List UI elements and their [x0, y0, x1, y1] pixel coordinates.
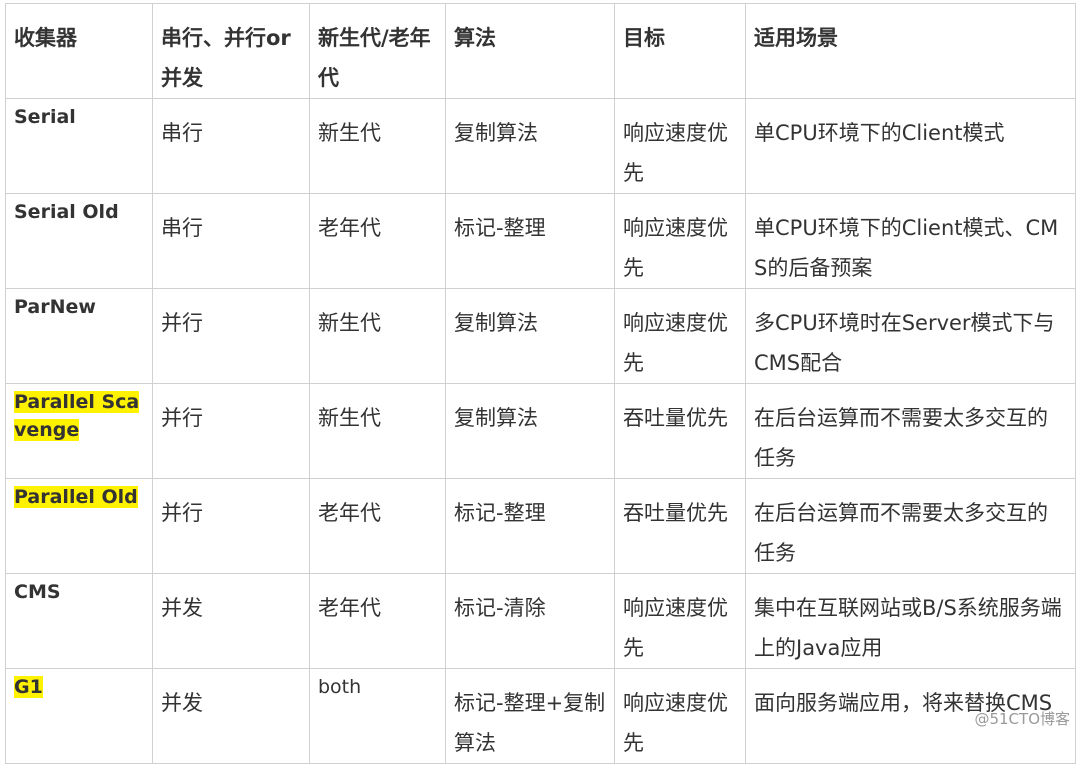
table-cell: 老年代	[309, 573, 446, 669]
table-row: Serial Old 串行 老年代 标记-整理 响应速度优先 单CPU环境下的Client…	[5, 193, 1076, 289]
table-cell: 响应速度优先	[614, 193, 746, 289]
collector-cell: Parallel Old	[5, 478, 153, 574]
collector-name: Serial	[14, 106, 76, 128]
table-cell: 复制算法	[445, 288, 615, 384]
collector-name: Serial Old	[14, 201, 119, 223]
collector-name: ParNew	[14, 296, 96, 318]
table-cell: 多CPU环境时在Server模式下与CMS配合	[745, 288, 1076, 384]
table-cell: 串行	[152, 98, 310, 194]
table-cell: 复制算法	[445, 98, 615, 194]
collector-cell: ParNew	[5, 288, 153, 384]
table-cell: 吞吐量优先	[614, 478, 746, 574]
table-cell: 复制算法	[445, 383, 615, 479]
table-cell: 吞吐量优先	[614, 383, 746, 479]
table-row: ParNew 并行 新生代 复制算法 响应速度优先 多CPU环境时在Server模式下与C…	[5, 288, 1076, 384]
table-row: G1 并发 both 标记-整理+复制算法 响应速度优先 面向服务端应用，将来替换CMS	[5, 668, 1076, 764]
table-cell: 响应速度优先	[614, 573, 746, 669]
collector-name: Parallel Old	[14, 486, 138, 508]
header-cell: 收集器	[5, 3, 153, 99]
collector-cell: Serial Old	[5, 193, 153, 289]
table-row: Parallel Scavenge 并行 新生代 复制算法 吞吐量优先 在后台运算而不需要…	[5, 383, 1076, 479]
table-cell: both	[309, 668, 446, 764]
table-cell: 新生代	[309, 383, 446, 479]
table-cell: 集中在互联网站或B/S系统服务端上的Java应用	[745, 573, 1076, 669]
header-cell: 串行、并行or并发	[152, 3, 310, 99]
header-cell: 适用场景	[745, 3, 1076, 99]
table-cell: 新生代	[309, 288, 446, 384]
table-cell: 响应速度优先	[614, 98, 746, 194]
table-cell: 标记-整理	[445, 478, 615, 574]
table-cell: 并行	[152, 383, 310, 479]
table-body: Serial 串行 新生代 复制算法 响应速度优先 单CPU环境下的Client模式 Ser…	[5, 98, 1076, 764]
collector-cell: CMS	[5, 573, 153, 669]
table-cell: 老年代	[309, 478, 446, 574]
header-row: 收集器 串行、并行or并发 新生代/老年代 算法 目标 适用场景	[5, 3, 1076, 99]
table-cell: 响应速度优先	[614, 668, 746, 764]
table-cell: 标记-整理+复制算法	[445, 668, 615, 764]
table-cell: 标记-整理	[445, 193, 615, 289]
table-cell: 老年代	[309, 193, 446, 289]
table-cell: 并发	[152, 668, 310, 764]
table-cell: 响应速度优先	[614, 288, 746, 384]
collector-name: CMS	[14, 581, 61, 603]
header-cell: 算法	[445, 3, 615, 99]
collector-cell: G1	[5, 668, 153, 764]
table-cell: 串行	[152, 193, 310, 289]
table-cell: 标记-清除	[445, 573, 615, 669]
watermark: @51CTO博客	[974, 710, 1070, 728]
table-cell: 并发	[152, 573, 310, 669]
table-cell: 单CPU环境下的Client模式、CMS的后备预案	[745, 193, 1076, 289]
table-cell: 并行	[152, 288, 310, 384]
table-cell: 新生代	[309, 98, 446, 194]
table-row: Serial 串行 新生代 复制算法 响应速度优先 单CPU环境下的Client模式	[5, 98, 1076, 194]
header-cell: 目标	[614, 3, 746, 99]
table-cell: 单CPU环境下的Client模式	[745, 98, 1076, 194]
collector-cell: Serial	[5, 98, 153, 194]
page-body: {"table": { "header": ["收集器", "串行、并行or并发…	[5, 3, 1076, 764]
table-row: Parallel Old 并行 老年代 标记-整理 吞吐量优先 在后台运算而不需要太多交互…	[5, 478, 1076, 574]
collector-cell: Parallel Scavenge	[5, 383, 153, 479]
page: html, body { margin: 0; padding: 0; back…	[5, 3, 1076, 764]
table-row: CMS 并发 老年代 标记-清除 响应速度优先 集中在互联网站或B/S系统服务端上的Jav…	[5, 573, 1076, 669]
table-cell: 在后台运算而不需要太多交互的任务	[745, 478, 1076, 574]
header-cell: 新生代/老年代	[309, 3, 446, 99]
collector-name: G1	[14, 676, 43, 698]
collector-table: 收集器 串行、并行or并发 新生代/老年代 算法 目标 适用场景 Serial 串行 新生代复…	[5, 3, 1076, 764]
table-cell: 在后台运算而不需要太多交互的任务	[745, 383, 1076, 479]
collector-name: Parallel Scavenge	[14, 391, 140, 441]
table-cell: 并行	[152, 478, 310, 574]
